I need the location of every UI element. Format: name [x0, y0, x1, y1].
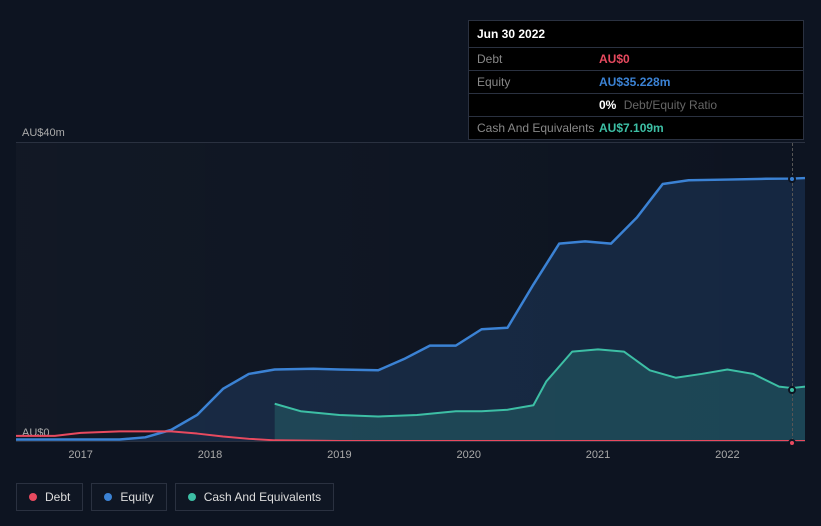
- x-axis-tick: 2017: [68, 449, 92, 461]
- tooltip-value: AU$7.109m: [599, 121, 664, 135]
- tooltip-row-debt: Debt AU$0: [469, 48, 803, 71]
- legend-item-debt[interactable]: Debt: [16, 483, 83, 511]
- tooltip-label: Debt: [477, 52, 599, 66]
- x-axis-tick: 2018: [198, 449, 222, 461]
- tooltip-date: Jun 30 2022: [469, 21, 803, 48]
- tooltip-label: Cash And Equivalents: [477, 121, 599, 135]
- tooltip-value: 0% Debt/Equity Ratio: [599, 98, 717, 112]
- chart-crosshair: [792, 143, 793, 441]
- tooltip-value: AU$35.228m: [599, 75, 670, 89]
- legend-dot: [188, 493, 196, 501]
- x-axis-tick: 2019: [327, 449, 351, 461]
- marker-debt: [788, 439, 796, 447]
- legend-label: Debt: [45, 490, 70, 504]
- legend-item-equity[interactable]: Equity: [91, 483, 166, 511]
- chart-plot-area[interactable]: [16, 142, 805, 442]
- tooltip-label: Equity: [477, 75, 599, 89]
- tooltip-row-equity: Equity AU$35.228m: [469, 71, 803, 94]
- legend-item-cash[interactable]: Cash And Equivalents: [175, 483, 334, 511]
- x-axis-tick: 2020: [456, 449, 480, 461]
- tooltip-row-ratio: 0% Debt/Equity Ratio: [469, 94, 803, 117]
- chart-tooltip: Jun 30 2022 Debt AU$0 Equity AU$35.228m …: [468, 20, 804, 140]
- legend-dot: [104, 493, 112, 501]
- legend-label: Cash And Equivalents: [204, 490, 321, 504]
- marker-equity: [788, 175, 796, 183]
- legend-label: Equity: [120, 490, 153, 504]
- x-axis: 2017 2018 2019 2020 2021 2022: [16, 449, 805, 469]
- marker-cash: [788, 386, 796, 394]
- y-axis-label-max: AU$40m: [22, 127, 65, 139]
- legend-dot: [29, 493, 37, 501]
- x-axis-tick: 2021: [586, 449, 610, 461]
- tooltip-value: AU$0: [599, 52, 630, 66]
- tooltip-label: [477, 98, 599, 112]
- chart-legend: Debt Equity Cash And Equivalents: [16, 483, 334, 511]
- chart-svg: [16, 143, 805, 441]
- tooltip-row-cash: Cash And Equivalents AU$7.109m: [469, 117, 803, 139]
- x-axis-tick: 2022: [715, 449, 739, 461]
